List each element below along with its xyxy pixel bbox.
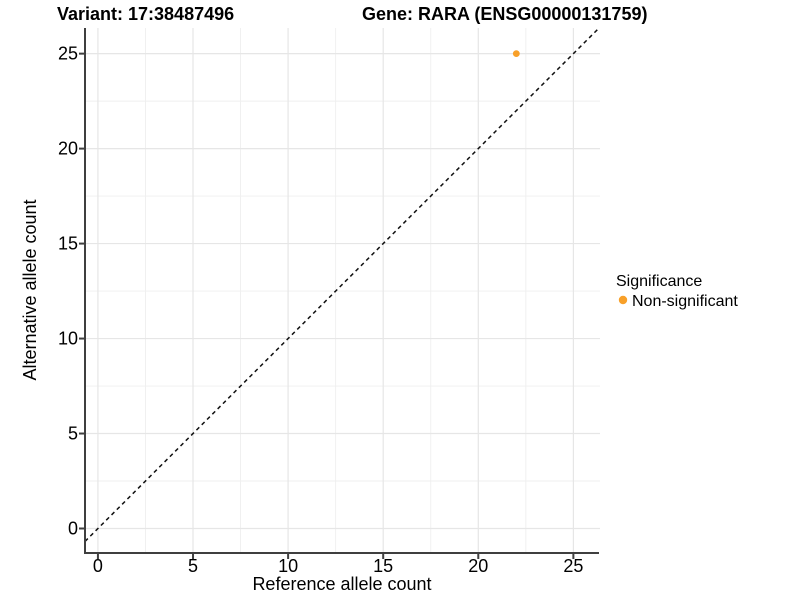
grid-layer: [85, 28, 600, 553]
y-axis-title: Alternative allele count: [20, 199, 40, 380]
legend-key-dot: [618, 295, 628, 305]
legend-item-label: Non-significant: [632, 293, 738, 310]
x-tick-label: 25: [563, 556, 583, 576]
x-tick-label: 15: [373, 556, 393, 576]
plot-title-gene: Gene: RARA (ENSG00000131759): [362, 4, 647, 24]
y-tick-label: 0: [68, 518, 78, 538]
data-point: [512, 50, 520, 58]
x-axis-title: Reference allele count: [252, 574, 431, 594]
y-tick-label: 25: [58, 44, 78, 64]
data-point-layer: [512, 50, 520, 58]
x-tick-label: 10: [278, 556, 298, 576]
plot-title-variant: Variant: 17:38487496: [57, 4, 234, 24]
legend: Significance Non-significant: [616, 273, 738, 310]
axis-layer: 0 5 10 15 20 25 0 5 10 15 20 25: [58, 28, 599, 576]
y-tick-label: 10: [58, 329, 78, 349]
x-tick-label: 5: [188, 556, 198, 576]
x-tick-label: 20: [468, 556, 488, 576]
y-tick-label: 20: [58, 139, 78, 159]
identity-line-layer: [84, 28, 599, 542]
legend-title: Significance: [616, 273, 702, 290]
y-tick-label: 5: [68, 424, 78, 444]
y-tick-label: 15: [58, 234, 78, 254]
x-tick-label: 0: [93, 556, 103, 576]
identity-dashed-line: [84, 28, 599, 542]
